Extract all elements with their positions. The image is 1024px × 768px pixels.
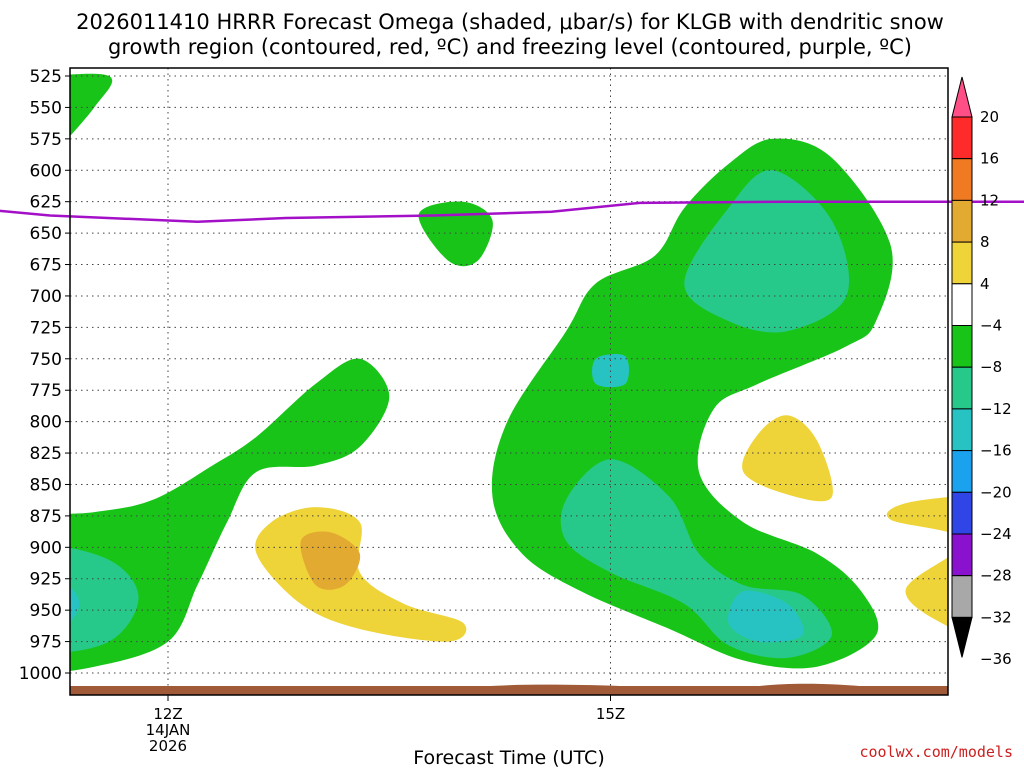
freezing-level-line bbox=[0, 200, 1024, 224]
omega-region-descent-low-20z-3 bbox=[886, 497, 948, 627]
y-tick-label-800: 800 bbox=[30, 413, 62, 433]
terrain-ground-strip bbox=[70, 686, 948, 695]
y-tick-label-900: 900 bbox=[30, 538, 62, 558]
x-tick-label-12Z-2: 2026 bbox=[149, 737, 187, 755]
omega-region-descent-13z-7 bbox=[300, 531, 361, 590]
omega-region-ascent-lowleft-14 bbox=[70, 358, 390, 672]
x-tick-label-15Z-0: 15Z bbox=[596, 705, 625, 723]
omega-region-ascent-15z-19 bbox=[684, 170, 850, 333]
y-axis: 525 550 575 600 625 650 675 700 725 750 775 800 825 8… bbox=[19, 67, 70, 684]
y-tick-label-650: 650 bbox=[30, 224, 62, 244]
y-tick-label-975: 975 bbox=[30, 633, 62, 653]
y-tick-label-725: 725 bbox=[30, 318, 62, 338]
colorbar-label-3: 8 bbox=[980, 233, 990, 251]
colorbar-label-13: −36 bbox=[980, 650, 1012, 668]
colorbar-label-7: −12 bbox=[980, 400, 1012, 418]
y-tick-label-525: 525 bbox=[30, 67, 62, 87]
colorbar-label-11: −28 bbox=[980, 567, 1012, 585]
colorbar-segment-1 bbox=[951, 116, 973, 160]
freezing-level: 0 bbox=[0, 200, 1024, 224]
colorbar-label-0: 20 bbox=[980, 108, 999, 126]
colorbar-segment-5 bbox=[951, 283, 973, 326]
colorbar-segment-10 bbox=[951, 491, 973, 535]
plot-frame bbox=[69, 67, 949, 696]
omega-region-ascent-15z-21 bbox=[728, 590, 804, 643]
chart-title-line-1: 2026011410 HRRR Forecast Omega (shaded, … bbox=[76, 10, 944, 34]
x-axis: 12Z14JAN202615Z18Z21Z00Z15JAN03Z bbox=[146, 695, 625, 755]
colorbar: 20 16 12 8 4 −4 −8 −12 −16 −20 −24 −28 −32 −36 bbox=[951, 76, 1012, 668]
colorbar-label-9: −20 bbox=[980, 483, 1012, 501]
colorbar-segment-2 bbox=[951, 158, 973, 201]
colorbar-label-8: −16 bbox=[980, 442, 1012, 460]
terrain-bump-right bbox=[745, 683, 870, 688]
colorbar-top-arrow bbox=[951, 76, 973, 118]
x-tick-label-12Z-1: 14JAN bbox=[146, 721, 191, 739]
colorbar-bottom-arrow bbox=[951, 616, 973, 658]
colorbar-label-10: −24 bbox=[980, 525, 1012, 543]
colorbar-segment-4 bbox=[951, 241, 973, 285]
omega-region-ascent-14z-17 bbox=[418, 201, 493, 267]
y-tick-label-775: 775 bbox=[30, 381, 62, 401]
colorbar-segment-7 bbox=[951, 366, 973, 410]
omega-region-ascent-lowleft-16 bbox=[70, 586, 80, 623]
omega-region-ascent-lowleft-15 bbox=[70, 547, 139, 652]
chart-title-line-2: growth region (contoured, red, ºC) and f… bbox=[108, 35, 912, 59]
grid-lines bbox=[70, 68, 948, 695]
colorbar-label-1: 16 bbox=[980, 150, 999, 168]
y-tick-label-675: 675 bbox=[30, 256, 62, 276]
colorbar-label-12: −32 bbox=[980, 608, 1012, 626]
y-tick-label-575: 575 bbox=[30, 130, 62, 150]
y-tick-label-1000: 1000 bbox=[19, 664, 62, 684]
y-tick-label-750: 750 bbox=[30, 350, 62, 370]
colorbar-label-2: 12 bbox=[980, 191, 999, 209]
y-tick-label-825: 825 bbox=[30, 444, 62, 464]
colorbar-segment-11 bbox=[951, 533, 973, 577]
y-tick-label-850: 850 bbox=[30, 475, 62, 495]
colorbar-segment-9 bbox=[951, 450, 973, 493]
x-tick-label-12Z-0: 12Z bbox=[153, 705, 182, 723]
omega-region-descent-16z-8 bbox=[742, 415, 833, 502]
y-tick-label-550: 550 bbox=[30, 98, 62, 118]
terrain-bump-left bbox=[465, 684, 620, 688]
colorbar-label-4: 4 bbox=[980, 275, 990, 293]
omega-region-ascent-11z-11 bbox=[70, 73, 113, 137]
plot-area: 0 bbox=[0, 67, 1024, 696]
x-axis-title: Forecast Time (UTC) bbox=[413, 747, 604, 768]
watermark: coolwx.com/models bbox=[859, 743, 1013, 761]
colorbar-segment-12 bbox=[951, 575, 973, 618]
colorbar-label-5: −4 bbox=[980, 317, 1002, 335]
y-tick-label-600: 600 bbox=[30, 161, 62, 181]
colorbar-segment-8 bbox=[951, 408, 973, 452]
y-tick-label-875: 875 bbox=[30, 507, 62, 527]
colorbar-segment-3 bbox=[951, 199, 973, 243]
colorbar-segment-6 bbox=[951, 325, 973, 368]
omega-shading bbox=[70, 73, 948, 672]
y-tick-label-625: 625 bbox=[30, 193, 62, 213]
y-tick-label-925: 925 bbox=[30, 570, 62, 590]
colorbar-label-6: −8 bbox=[980, 358, 1002, 376]
y-tick-label-950: 950 bbox=[30, 601, 62, 621]
y-tick-label-700: 700 bbox=[30, 287, 62, 307]
